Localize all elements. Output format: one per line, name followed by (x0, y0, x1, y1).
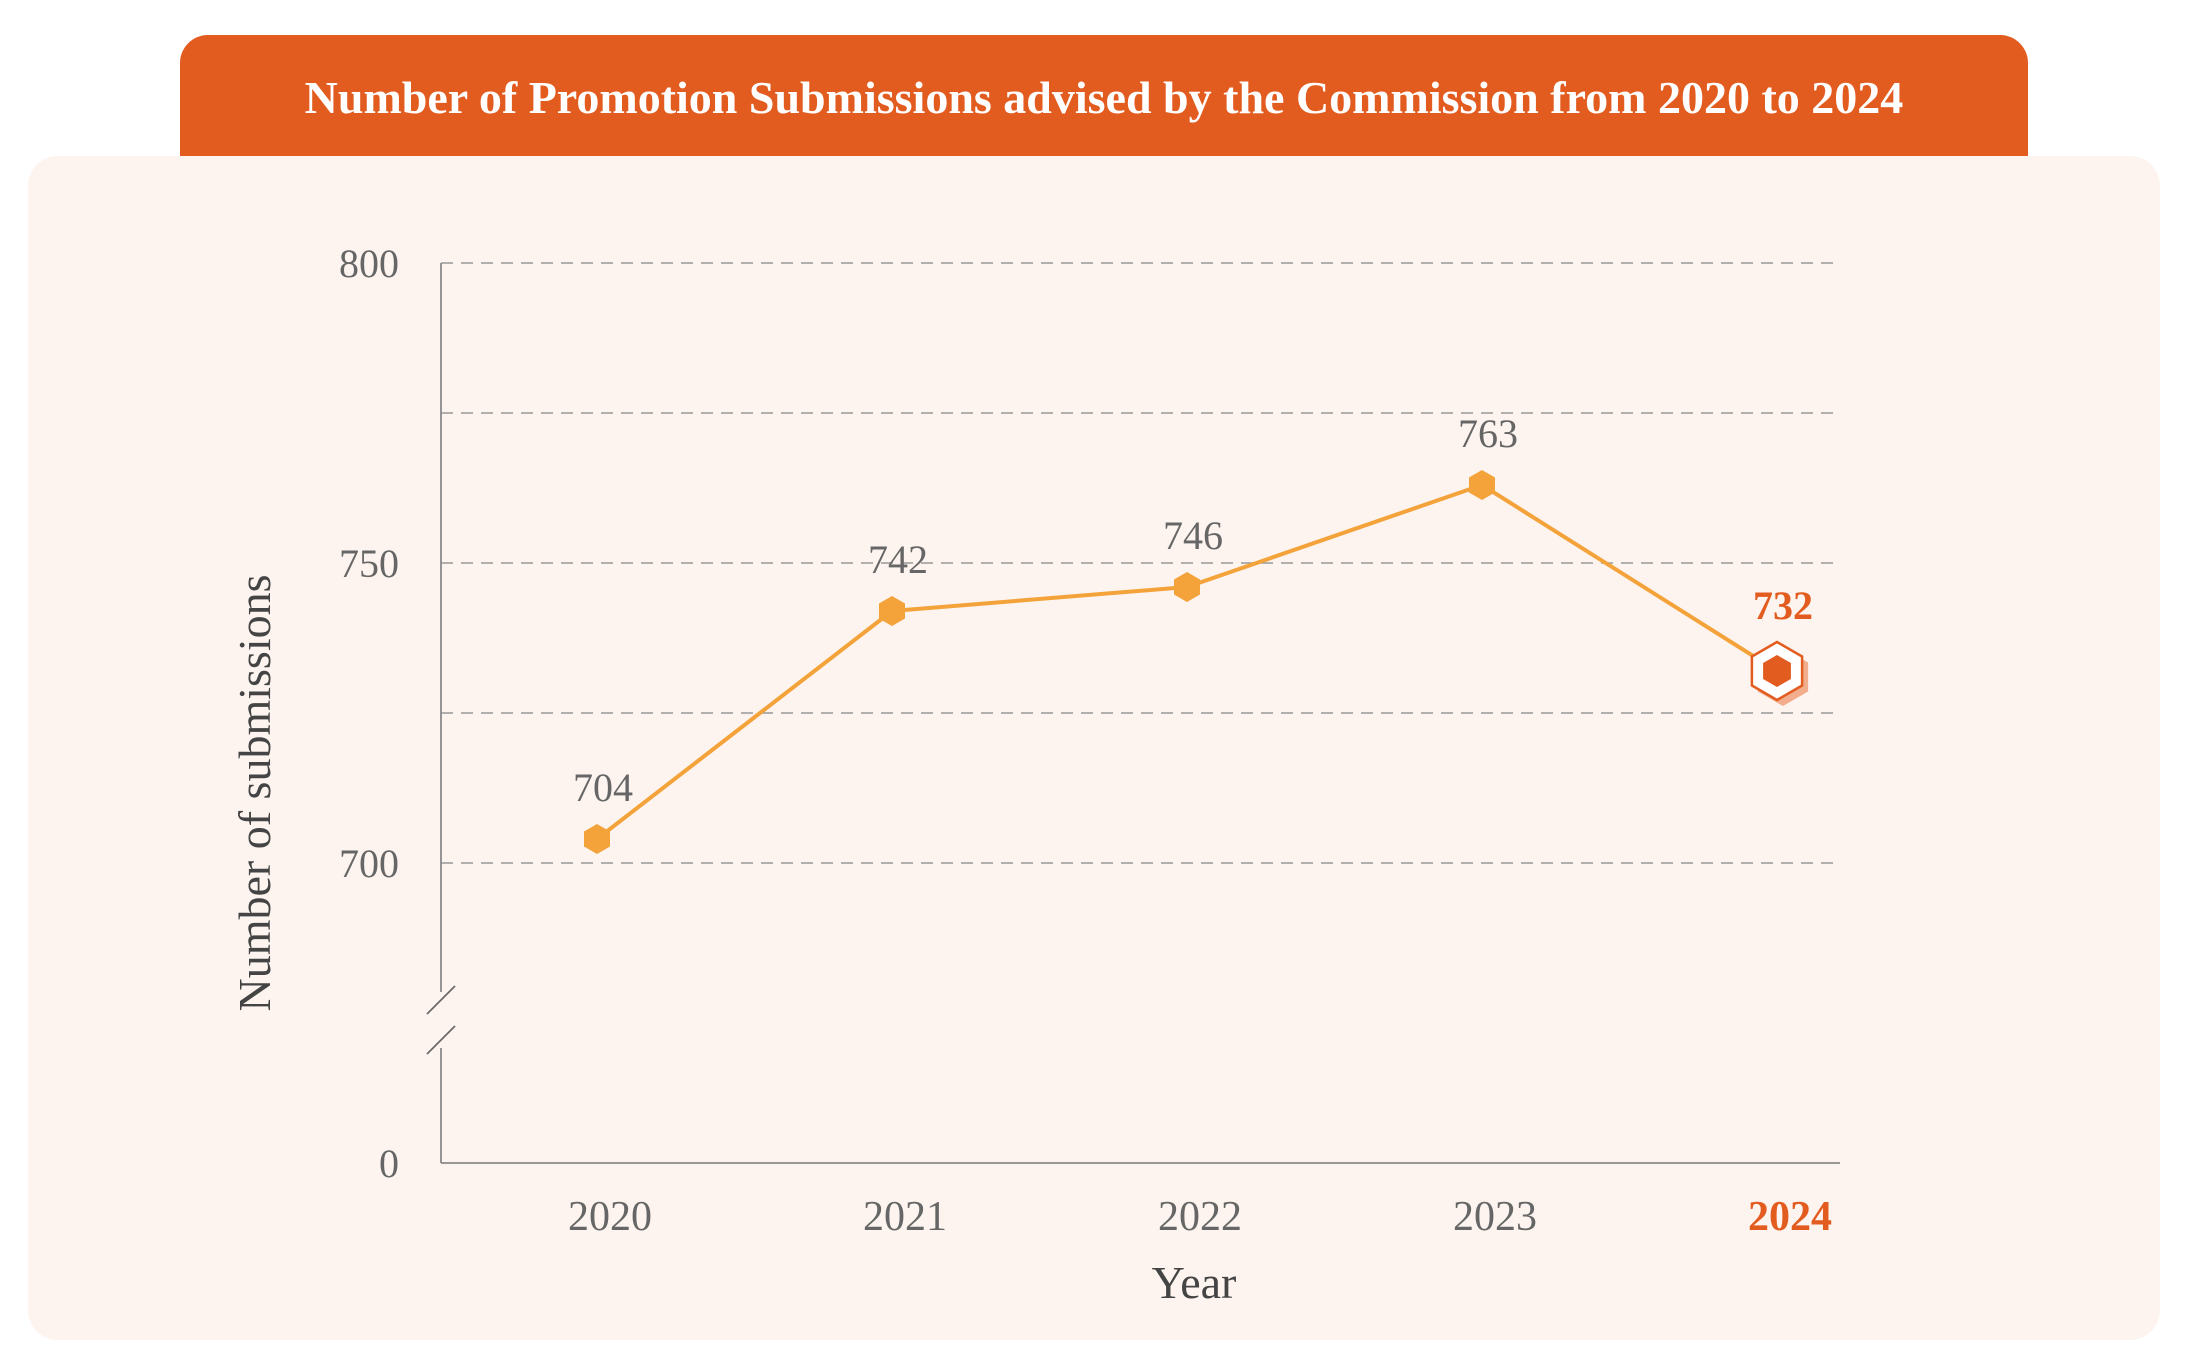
x-tick-label: 2023 (1453, 1194, 1537, 1240)
axis-break-mark-bottom (426, 1025, 456, 1055)
y-tick-labels: 0 700 750 800 (339, 241, 399, 1186)
chart-title: Number of Promotion Submissions advised … (304, 72, 1904, 123)
data-label: 742 (868, 537, 928, 582)
x-tick-label: 2020 (568, 1194, 652, 1240)
chart-panel (28, 156, 2160, 1340)
y-tick-label: 750 (339, 541, 399, 586)
data-point-highlight (1763, 655, 1791, 687)
data-label: 763 (1458, 411, 1518, 456)
y-tick-label: 700 (339, 841, 399, 886)
data-point (584, 824, 610, 854)
data-label: 704 (573, 765, 633, 810)
data-labels: 704 742 746 763 732 (573, 411, 1813, 810)
y-axis-label: Number of submissions (229, 575, 280, 1012)
data-points (584, 470, 1809, 854)
data-label: 732 (1753, 583, 1813, 628)
axis-break-mark-top (426, 985, 456, 1015)
data-point (1174, 572, 1200, 602)
y-tick-label: 800 (339, 241, 399, 286)
data-point (879, 596, 905, 626)
x-tick-label: 2021 (863, 1194, 947, 1240)
x-axis-label: Year (1152, 1257, 1237, 1308)
gridlines (441, 262, 1840, 864)
y-tick-label: 0 (379, 1141, 399, 1186)
x-tick-label: 2024 (1748, 1194, 1832, 1240)
axes (426, 263, 1840, 1164)
x-tick-label: 2022 (1158, 1194, 1242, 1240)
x-tick-labels: 2020 2021 2022 2023 2024 (568, 1194, 1832, 1240)
data-label: 746 (1163, 513, 1223, 558)
data-point (1469, 470, 1495, 500)
